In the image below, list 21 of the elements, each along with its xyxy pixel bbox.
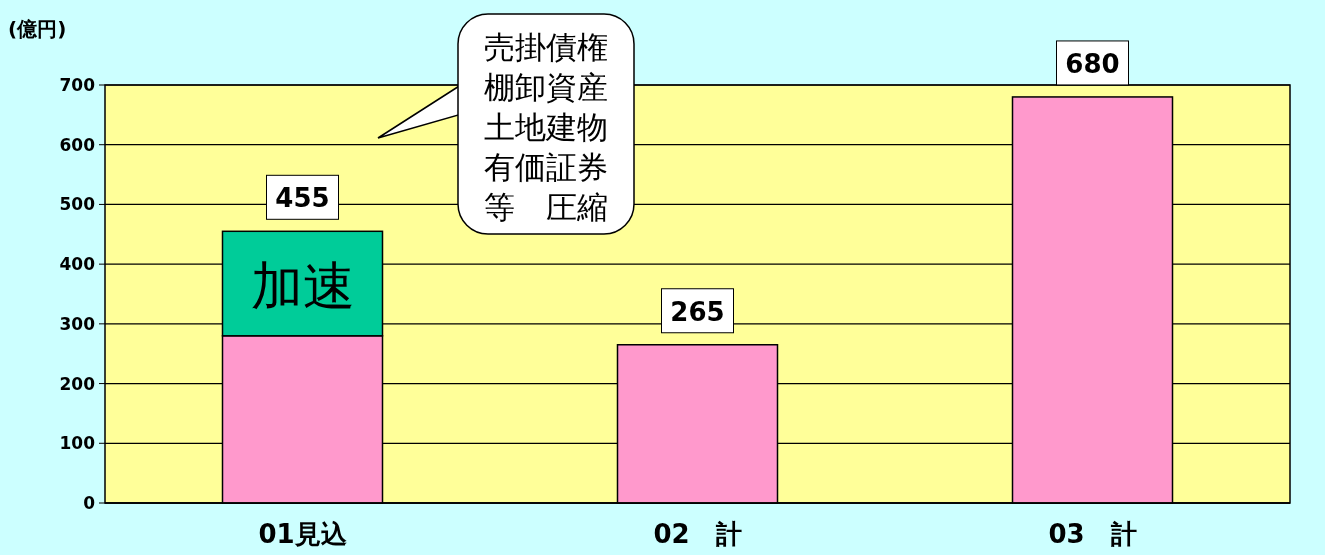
- text: 売掛債権: [484, 29, 608, 65]
- annotation: 棚卸資産: [484, 69, 608, 105]
- y-axis-title: (億円): [8, 17, 67, 41]
- annotation: 有価証券: [484, 149, 608, 185]
- y-tick-label: 100: [59, 433, 96, 454]
- x-tick-label: 03 計: [1048, 519, 1137, 549]
- series-label: 加速: [250, 255, 355, 316]
- y-tick-label: 600: [59, 134, 96, 155]
- y-tick-label: 700: [59, 75, 96, 95]
- total-label: 680: [1065, 48, 1120, 79]
- y-tick-label: 500: [59, 194, 96, 215]
- y-tick-label: 400: [59, 254, 96, 275]
- y-tick-label: 0: [83, 493, 96, 513]
- total-label: 265: [670, 296, 725, 327]
- y-tick-label: 200: [59, 373, 96, 394]
- total-label: 455: [275, 183, 330, 214]
- y-tick-label: 300: [59, 313, 96, 334]
- x-tick-label: 01見込: [258, 519, 347, 549]
- x-tick-label: 02 計: [653, 519, 742, 549]
- annotation: 土地建物: [484, 109, 608, 145]
- annotation: 等 圧縮: [484, 189, 608, 225]
